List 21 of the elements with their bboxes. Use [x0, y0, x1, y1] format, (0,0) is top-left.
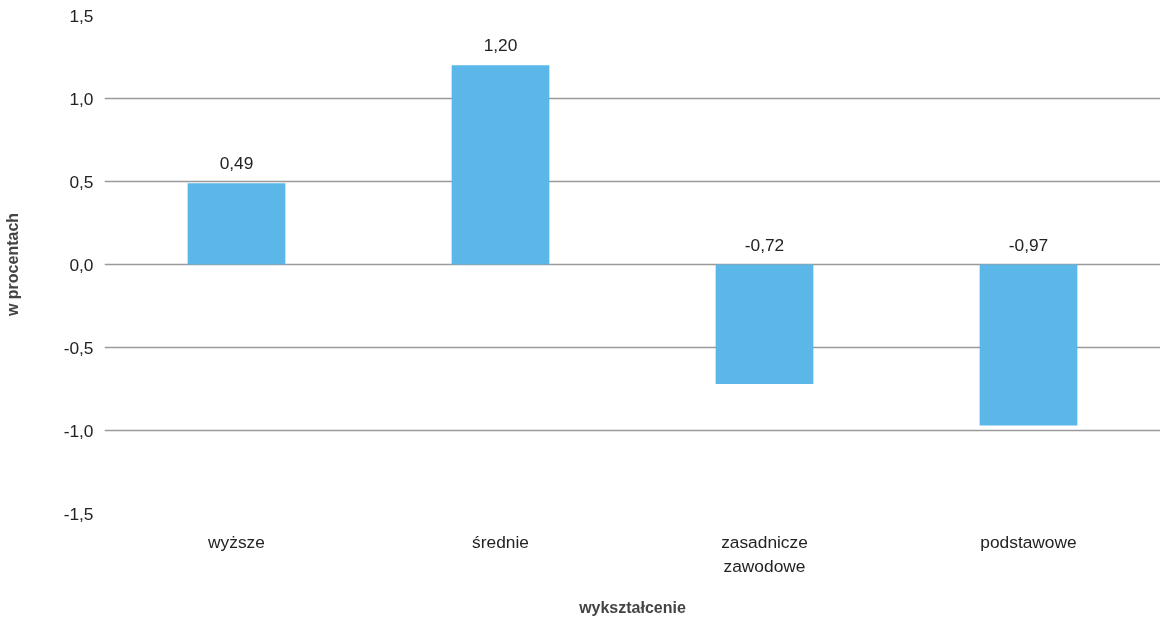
- x-tick-label: podstawowe: [980, 531, 1077, 552]
- y-tick-label: -0,5: [63, 337, 94, 358]
- y-tick-label: 1,5: [69, 5, 94, 26]
- bar: [187, 183, 286, 265]
- y-tick-label: 0,0: [69, 254, 94, 275]
- y-tick-label: 1,0: [69, 88, 94, 109]
- y-tick-label: -1,5: [63, 503, 94, 524]
- x-tick-label: wyższe: [207, 531, 265, 552]
- x-tick-label: zasadnicze zawodowe: [721, 531, 808, 576]
- y-tick-label: -1,0: [63, 420, 94, 441]
- x-tick-label: średnie: [472, 531, 529, 552]
- y-tick-label: 0,5: [69, 171, 94, 192]
- bar: [451, 65, 550, 265]
- data-label: -0,97: [1008, 234, 1049, 255]
- bar: [979, 264, 1078, 426]
- data-label: -0,72: [744, 234, 785, 255]
- data-label: 0,49: [219, 153, 254, 174]
- y-axis-title: w procentach: [3, 212, 21, 318]
- bar: [715, 264, 814, 385]
- data-label: 1,20: [483, 35, 518, 56]
- x-axis-title: wykształcenie: [578, 598, 686, 616]
